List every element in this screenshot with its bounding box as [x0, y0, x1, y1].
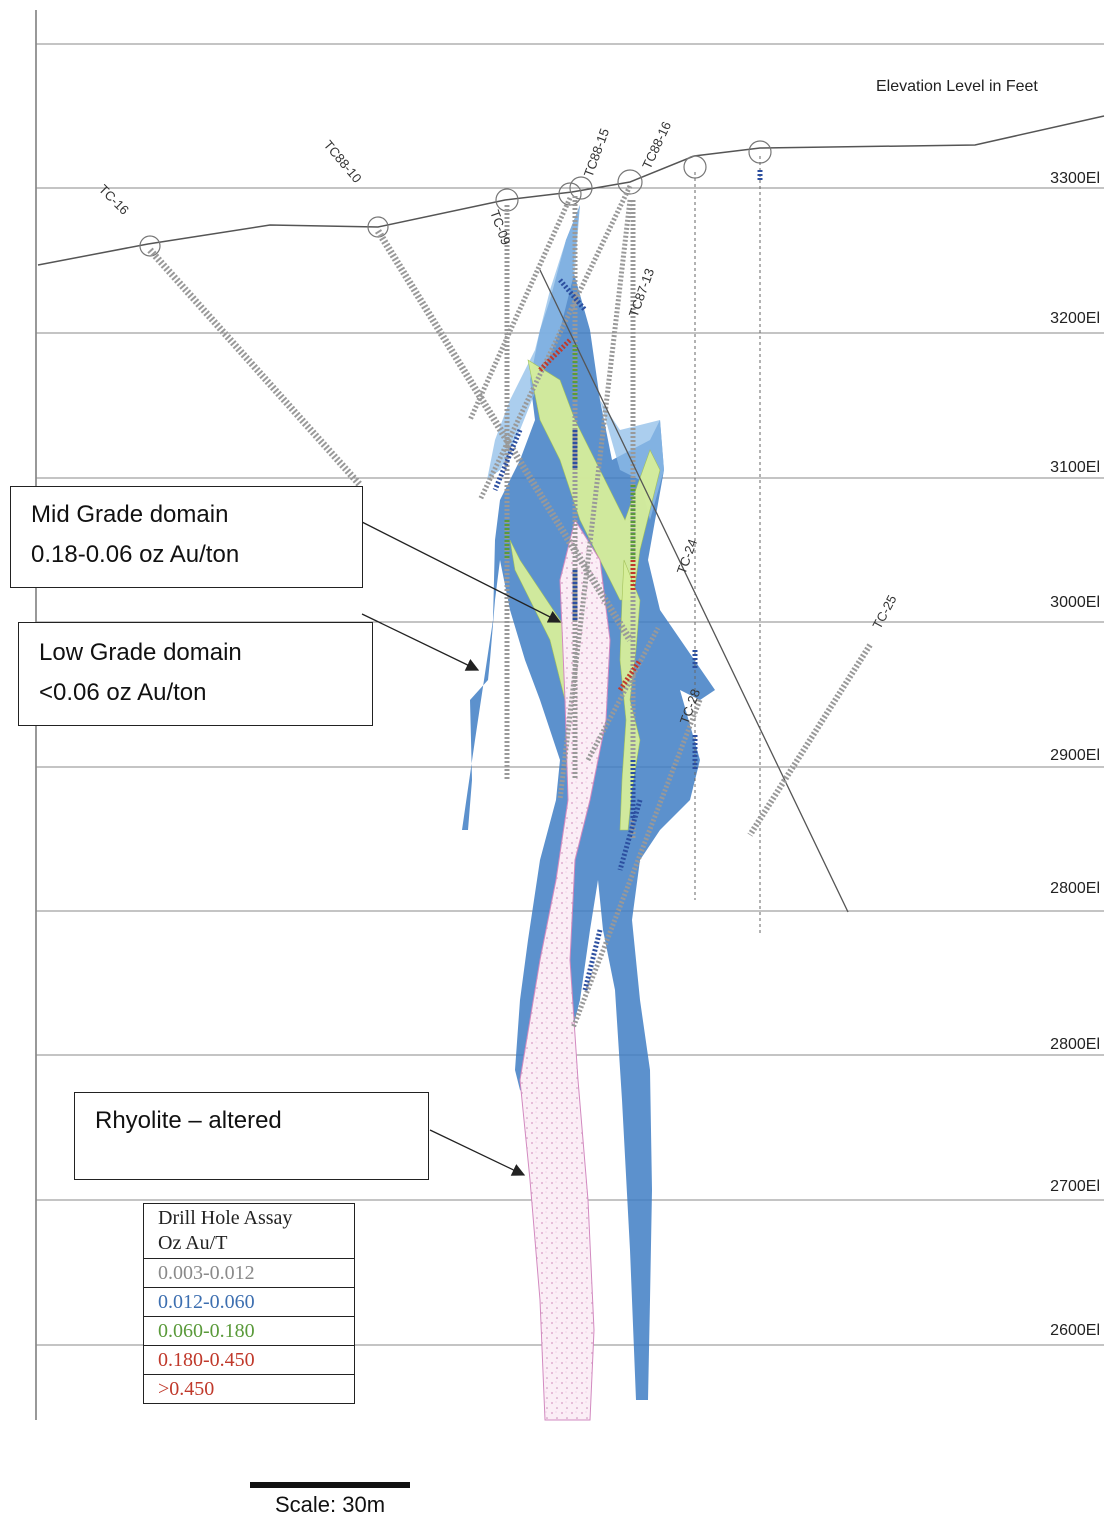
low-grade-line2: <0.06 oz Au/ton: [39, 679, 207, 706]
mid-grade-callout: Mid Grade domain 0.18-0.06 oz Au/ton: [10, 486, 363, 588]
hole-label-tc88-15: TC88-15: [581, 126, 612, 179]
legend-unit: Oz Au/T: [158, 1232, 228, 1254]
hole-label-tc88-16: TC88-16: [639, 119, 674, 171]
assay-segments: [492, 170, 763, 991]
rhyolite-body: [519, 518, 611, 1421]
hole-label-tc88-10: TC88-10: [321, 137, 365, 185]
elev-label: 2600El: [1050, 1322, 1100, 1339]
assay-legend: Drill Hole Assay Oz Au/T 0.003-0.012 0.0…: [143, 1203, 355, 1404]
hole-label-tc09: TC-09: [487, 208, 513, 247]
legend-row: 0.060-0.180: [144, 1317, 354, 1346]
legend-row: 0.180-0.450: [144, 1346, 354, 1375]
elevation-title: Elevation Level in Feet: [876, 78, 1038, 95]
rhyolite-line1: Rhyolite – altered: [95, 1107, 282, 1134]
scale-label: Scale: 30m: [274, 1492, 386, 1517]
hole-label-tc25: TC-25: [869, 592, 899, 631]
elevation-labels: 3300El 3200El 3100El 3000El 2900El 2800E…: [1050, 170, 1100, 1339]
topography-line: [37, 115, 1105, 266]
elev-label: 3300El: [1050, 170, 1100, 187]
scale-indicator: Scale: 30m: [250, 1482, 410, 1518]
elev-label: 2800El: [1050, 880, 1100, 897]
rhyolite-callout: Rhyolite – altered: [74, 1092, 429, 1180]
legend-header: Drill Hole Assay Oz Au/T: [144, 1204, 354, 1259]
elev-label: 2700El: [1050, 1178, 1100, 1195]
elev-label: 3000El: [1050, 594, 1100, 611]
hole-label-tc87-13: TC87-13: [626, 266, 657, 319]
elev-label: 2900El: [1050, 747, 1100, 764]
legend-row: >0.450: [158, 1378, 215, 1400]
elev-label: 3200El: [1050, 310, 1100, 327]
drill-holes: [147, 156, 873, 1029]
legend-row: 0.003-0.012: [144, 1259, 354, 1288]
legend-row: 0.012-0.060: [144, 1288, 354, 1317]
collar-markers: [139, 140, 772, 257]
mid-grade-line2: 0.18-0.06 oz Au/ton: [31, 541, 240, 568]
scale-bar: [250, 1482, 410, 1488]
mid-grade-line1: Mid Grade domain: [31, 501, 229, 528]
low-grade-line1: Low Grade domain: [39, 639, 242, 666]
hole-label-tc16: TC-16: [96, 182, 132, 218]
elev-label: 3100El: [1050, 459, 1100, 476]
callout-arrows: [361, 521, 562, 1176]
legend-title: Drill Hole Assay: [158, 1207, 293, 1229]
low-grade-callout: Low Grade domain <0.06 oz Au/ton: [18, 622, 373, 726]
elev-label: 2800El: [1050, 1036, 1100, 1053]
